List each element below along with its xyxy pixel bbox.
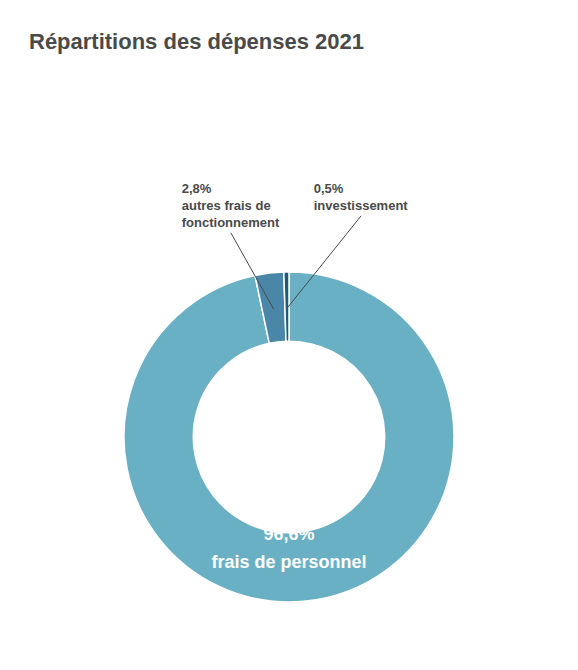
label-line: autres frais de	[182, 198, 271, 213]
chart: Répartitions des dépenses 2021 96,6% frais…	[0, 0, 578, 670]
data-label: 96,6%	[263, 524, 314, 544]
slice	[255, 272, 286, 343]
label-line: fonctionnement	[182, 215, 280, 230]
data-label: 0,5%	[314, 181, 344, 196]
leader-line	[231, 233, 274, 309]
label-line: frais de personnel	[211, 551, 366, 571]
labels: 96,6% frais de personnel 2,8% autres frais …	[182, 181, 409, 572]
slice	[124, 272, 454, 602]
title: Répartitions des dépenses 2021	[29, 29, 364, 54]
plot	[124, 272, 454, 602]
annotation: 2,8% autres frais de fonctionnement	[182, 181, 280, 230]
annotation: 0,5% investissement	[314, 181, 409, 213]
leader-line	[287, 216, 361, 308]
category-label: frais de personnel	[211, 551, 366, 571]
label-line: investissement	[314, 198, 409, 213]
slices	[124, 272, 454, 602]
data-label: 2,8%	[182, 181, 212, 196]
category-label: investissement	[314, 198, 409, 213]
category-label: autres frais de fonctionnement	[182, 198, 280, 230]
